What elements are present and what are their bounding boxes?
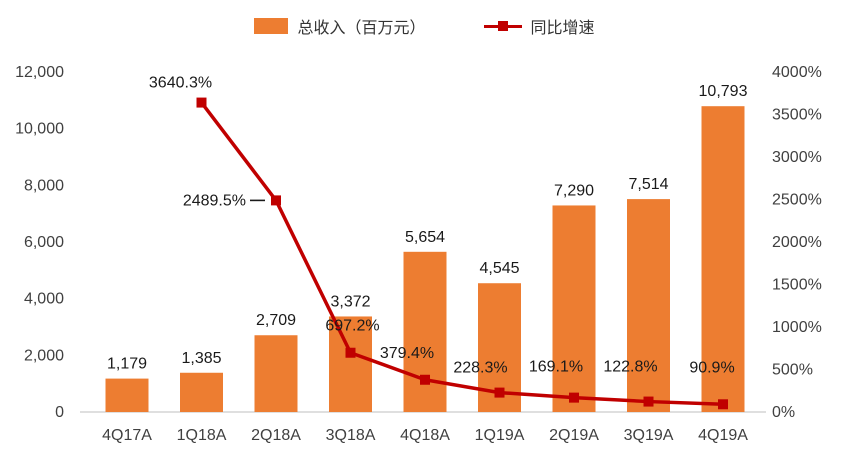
bar-value-label: 7,290: [554, 182, 594, 199]
legend-item-growth: 同比增速: [483, 14, 595, 38]
revenue-bar: [180, 372, 223, 412]
revenue-bar: [254, 335, 298, 412]
revenue-bar-swatch-icon: [254, 18, 289, 34]
x-axis-label: 3Q19A: [624, 427, 674, 444]
growth-value-label: 379.4%: [380, 345, 434, 362]
revenue-bar: [329, 316, 372, 412]
growth-marker: [420, 374, 430, 385]
chart-legend: 总收入（百万元） 同比增速: [0, 14, 849, 38]
right-axis-tick-label: 3500%: [772, 107, 822, 124]
x-axis-label: 4Q18A: [400, 427, 450, 444]
right-axis-tick-label: 0%: [772, 404, 795, 421]
growth-line: [200, 101, 724, 407]
x-axis-label: 2Q18A: [251, 427, 301, 444]
growth-marker: [643, 396, 654, 407]
bar-value-label: 5,654: [405, 229, 445, 246]
legend-item-revenue: 总收入（百万元）: [254, 14, 426, 38]
left-axis-tick-label: 0: [55, 404, 64, 421]
bar-value-label: 1,179: [107, 356, 147, 373]
right-axis-tick-label: 1000%: [772, 319, 822, 336]
growth-marker: [718, 399, 728, 410]
growth-legend-label: 同比增速: [530, 20, 595, 37]
right-axis-tick-label: 500%: [772, 362, 813, 379]
left-axis-tick-label: 2,000: [24, 347, 64, 364]
growth-value-label: 90.9%: [689, 359, 734, 376]
x-axis-label: 3Q18A: [326, 427, 376, 444]
bar-value-label: 10,793: [699, 83, 748, 100]
right-axis-tick-label: 2000%: [772, 234, 822, 251]
revenue-bar: [627, 199, 670, 412]
left-axis-tick-label: 6,000: [24, 234, 64, 251]
growth-value-label: 3640.3%: [149, 75, 212, 92]
growth-value-label: 228.3%: [453, 360, 507, 377]
growth-value-label: 697.2%: [325, 318, 379, 335]
revenue-bar: [552, 205, 596, 412]
growth-value-label: 2489.5%: [183, 192, 246, 209]
right-axis-tick-label: 1500%: [772, 277, 822, 294]
growth-line-swatch-icon: [483, 18, 522, 34]
x-axis-label: 4Q17A: [102, 427, 152, 444]
x-axis-label: 4Q19A: [698, 427, 748, 444]
x-axis-label: 2Q19A: [549, 427, 599, 444]
growth-marker: [345, 347, 356, 358]
revenue-bar: [701, 106, 745, 412]
bar-value-label: 4,545: [479, 260, 519, 277]
revenue-bar: [403, 251, 447, 412]
left-axis-tick-label: 10,000: [15, 121, 64, 138]
growth-marker: [569, 392, 579, 403]
left-axis-tick-label: 12,000: [15, 64, 64, 81]
left-axis-tick-label: 4,000: [24, 291, 64, 308]
growth-value-label: 122.8%: [603, 359, 657, 376]
right-axis-tick-label: 3000%: [772, 149, 822, 166]
bar-value-label: 2,709: [256, 312, 296, 329]
revenue-legend-label: 总收入（百万元）: [297, 20, 426, 37]
left-axis-tick-label: 8,000: [24, 177, 64, 194]
bar-value-label: 7,514: [628, 176, 668, 193]
x-axis-label: 1Q18A: [177, 427, 227, 444]
bar-value-label: 3,372: [330, 293, 370, 310]
growth-line-swatch-marker: [497, 21, 508, 31]
revenue-bar: [105, 378, 149, 412]
growth-marker: [196, 97, 207, 108]
right-axis-tick-label: 2500%: [772, 192, 822, 209]
growth-marker: [494, 387, 505, 398]
x-axis-label: 1Q19A: [475, 427, 525, 444]
bar-value-label: 1,385: [181, 350, 221, 367]
right-axis-tick-label: 4000%: [772, 64, 822, 81]
growth-marker: [271, 195, 281, 206]
growth-value-label: 169.1%: [529, 359, 583, 376]
